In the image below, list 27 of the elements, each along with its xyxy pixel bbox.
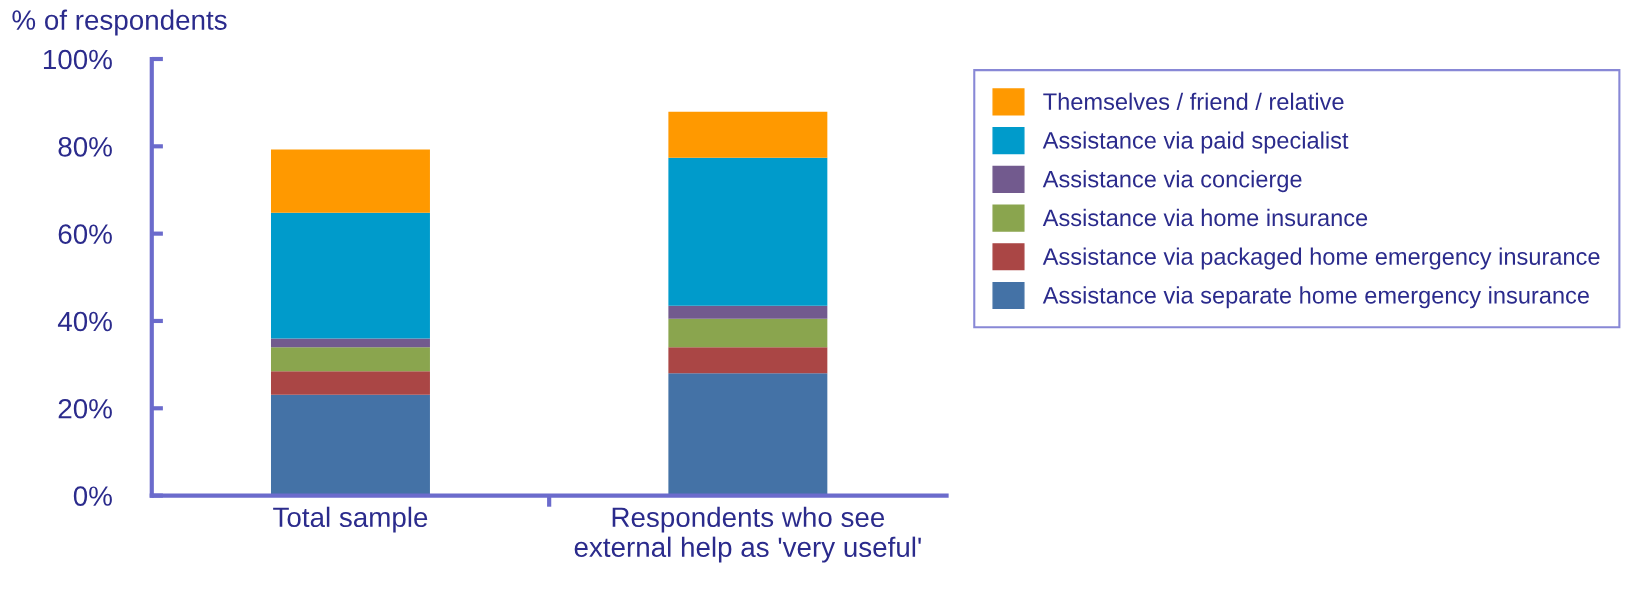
legend-label: Assistance via separate home emergency insurance <box>1042 286 1589 309</box>
bar <box>270 338 430 348</box>
y-tick-label: 100% <box>43 49 112 70</box>
bar <box>668 318 828 348</box>
y-tick-label: 40% <box>57 311 112 332</box>
y-tick-label: 0% <box>73 486 112 506</box>
y-tick-label: 20% <box>58 398 112 419</box>
bar <box>270 371 430 395</box>
x-tick-label: Total sample <box>273 506 428 533</box>
bar <box>270 212 430 339</box>
bar <box>668 373 828 496</box>
y-axis-title: % of respondents <box>12 9 227 36</box>
bar <box>668 111 828 158</box>
bar <box>270 149 430 213</box>
y-tick-label: 60% <box>58 224 112 244</box>
bar <box>668 157 828 306</box>
legend-label: Assistance via concierge <box>1042 170 1302 193</box>
bar <box>270 347 430 372</box>
bar <box>668 305 828 319</box>
bar <box>668 347 828 374</box>
x-tick-label: Respondents who see external help as 'very useful' <box>574 506 921 563</box>
legend-label: Assistance via paid specialist <box>1042 131 1349 154</box>
legend-label: Themselves / friend / relative <box>1043 92 1344 111</box>
bar <box>270 394 430 496</box>
legend-label: Assistance via packaged home emergency insurance <box>1042 247 1600 270</box>
legend-label: Assistance via home insurance <box>1042 208 1368 227</box>
y-tick-label: 80% <box>58 136 112 157</box>
